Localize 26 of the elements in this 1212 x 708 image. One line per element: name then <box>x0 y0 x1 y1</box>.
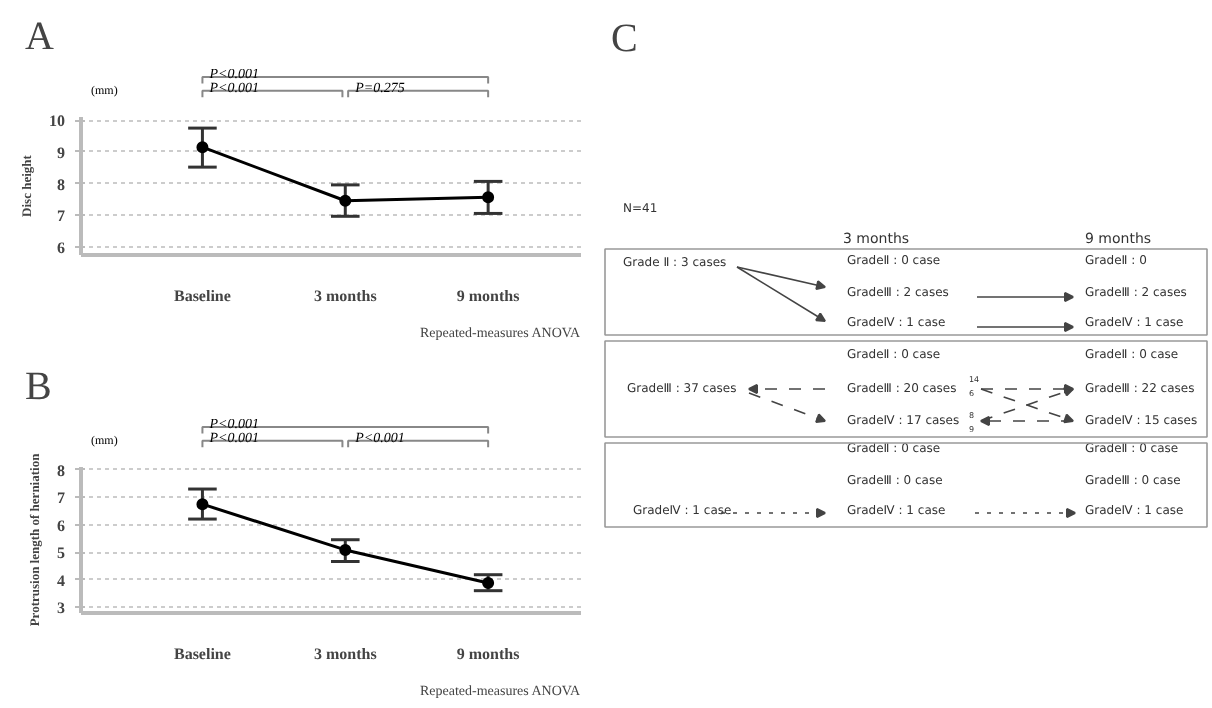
y-tick-label: 3 <box>57 599 65 618</box>
x-tick-label: Baseline <box>173 287 232 305</box>
y-tick-label: 10 <box>49 112 65 131</box>
y-tick-label: 7 <box>57 489 65 508</box>
point <box>482 576 495 589</box>
y-tick-label: 7 <box>57 207 65 226</box>
y-tick-label: 6 <box>57 516 65 535</box>
x-tick-label: 3 months <box>313 287 377 305</box>
text: C <box>611 17 638 61</box>
x-tick-label: Baseline <box>173 645 232 663</box>
x-tick-label: 3 months <box>313 645 377 663</box>
x-tick-label: 9 months <box>456 645 520 663</box>
chart-title: A <box>25 15 55 59</box>
point <box>339 543 352 556</box>
point <box>196 141 209 154</box>
point <box>196 498 209 511</box>
y-tick-label: 5 <box>57 544 65 563</box>
chart-title: B <box>25 365 52 409</box>
point <box>339 194 352 207</box>
point <box>482 191 495 204</box>
y-tick-label: 8 <box>57 175 65 194</box>
y-tick-label: 6 <box>57 239 65 258</box>
y-tick-label: 8 <box>57 461 65 480</box>
y-tick-label: 9 <box>57 143 65 162</box>
x-tick-label: 9 months <box>456 287 520 305</box>
y-tick-label: 4 <box>57 571 65 590</box>
